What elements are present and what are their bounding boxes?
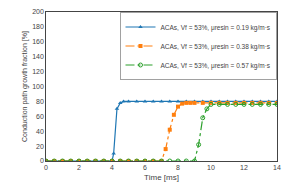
svg-text:4: 4 (110, 164, 114, 171)
svg-text:120: 120 (32, 68, 44, 75)
svg-text:6: 6 (143, 164, 147, 171)
svg-text:ACAs, Vf = 53%, μresin = 0.38: ACAs, Vf = 53%, μresin = 0.38 kg/m·s (161, 43, 271, 51)
svg-text:ACAs, Vf = 53%, μresin = 0.57: ACAs, Vf = 53%, μresin = 0.57 kg/m·s (161, 62, 271, 70)
svg-text:14: 14 (273, 164, 281, 171)
svg-text:140: 140 (32, 53, 44, 60)
svg-text:0: 0 (44, 164, 48, 171)
svg-text:ACAs, Vf = 53%, μresin = 0.19: ACAs, Vf = 53%, μresin = 0.19 kg/m·s (161, 24, 271, 32)
svg-text:80: 80 (36, 98, 44, 105)
svg-text:20: 20 (36, 143, 44, 150)
svg-text:160: 160 (32, 38, 44, 45)
svg-text:8: 8 (176, 164, 180, 171)
svg-text:180: 180 (32, 23, 44, 30)
svg-text:200: 200 (32, 8, 44, 15)
svg-text:2: 2 (77, 164, 81, 171)
svg-text:40: 40 (36, 128, 44, 135)
svg-text:100: 100 (32, 83, 44, 90)
svg-text:Time [ms]: Time [ms] (144, 173, 179, 182)
svg-text:60: 60 (36, 113, 44, 120)
svg-text:0: 0 (40, 157, 44, 164)
svg-text:10: 10 (207, 164, 215, 171)
svg-text:Conduction path growth fractio: Conduction path growth fraction [%] (21, 31, 29, 142)
svg-text:12: 12 (240, 164, 248, 171)
